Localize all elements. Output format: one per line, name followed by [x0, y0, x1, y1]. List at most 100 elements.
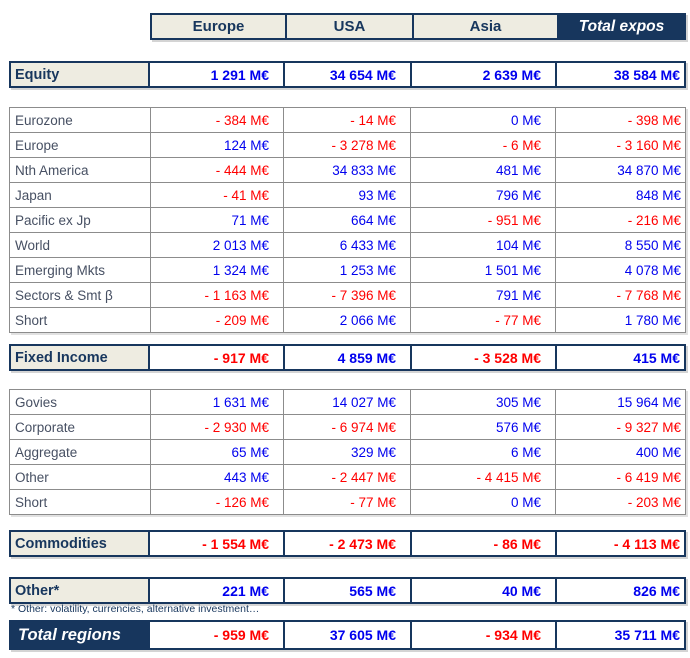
table-row: World 2 013 M€ 6 433 M€ 104 M€ 8 550 M€ [10, 232, 685, 257]
section-row-fixed-income: Fixed Income - 917 M€ 4 859 M€ - 3 528 M€ 41… [9, 344, 686, 371]
row-label: Govies [15, 394, 58, 410]
value-cell-equity-europe: 1 291 M€ [210, 66, 269, 83]
value-cell-asia: 1 501 M€ [410, 258, 555, 282]
section-row-total-regions: Total regions - 959 M€ 37 605 M€ - 934 M€ 35… [9, 620, 686, 650]
value-cell-total: 8 550 M€ [555, 233, 685, 257]
column-header-total: Total expos [557, 15, 684, 38]
value-cell-total: - 9 327 M€ [555, 415, 685, 439]
value-cell-total: 4 078 M€ [555, 258, 685, 282]
row-label: Nth America [15, 162, 89, 178]
value-cell-asia: - 6 M€ [410, 133, 555, 157]
row-label: Eurozone [15, 112, 73, 128]
column-header-row: Europe USA Asia Total expos [150, 13, 686, 40]
value-cell-total-regions-asia: - 934 M€ [410, 622, 555, 648]
value-cell-europe: 71 M€ [150, 208, 283, 232]
row-label: Corporate [15, 419, 76, 435]
row-label: Japan [15, 187, 52, 203]
value-cell-asia: 6 M€ [410, 440, 555, 464]
value-cell-total-regions-total: 35 711 M€ [555, 622, 684, 648]
value-cell-usa: 329 M€ [283, 440, 410, 464]
value-cell-equity-usa: 34 654 M€ [283, 63, 410, 86]
subtable-fixed-income-breakdown: Govies 1 631 M€ 14 027 M€ 305 M€ 15 964 M€ Co… [9, 389, 686, 515]
value-cell-total-regions-europe: - 959 M€ [213, 627, 269, 643]
value-cell-other-asia: 40 M€ [410, 579, 555, 602]
value-cell-fixed-income-total: 415 M€ [555, 346, 684, 369]
column-header-usa: USA [285, 15, 412, 38]
value-cell-usa: - 14 M€ [283, 108, 410, 132]
value-cell-europe: - 444 M€ [150, 158, 283, 182]
value-cell-commodities-total: - 4 113 M€ [555, 532, 684, 555]
value-cell-europe: 65 M€ [150, 440, 283, 464]
value-cell-europe: 124 M€ [150, 133, 283, 157]
section-row-equity: Equity 1 291 M€ 34 654 M€ 2 639 M€ 38 584 M€ [9, 61, 686, 88]
table-row: Short - 126 M€ - 77 M€ 0 M€ - 203 M€ [10, 489, 685, 514]
value-cell-commodities-asia: - 86 M€ [410, 532, 555, 555]
value-cell-commodities-usa: - 2 473 M€ [283, 532, 410, 555]
value-cell-asia: 796 M€ [410, 183, 555, 207]
section-label-commodities: Commodities [11, 532, 150, 555]
value-cell-asia: - 77 M€ [410, 308, 555, 332]
section-row-other: Other* 221 M€ 565 M€ 40 M€ 826 M€ [9, 577, 686, 604]
value-cell-usa: - 7 396 M€ [283, 283, 410, 307]
table-row: Other 443 M€ - 2 447 M€ - 4 415 M€ - 6 419 M… [10, 464, 685, 489]
table-row: Pacific ex Jp 71 M€ 664 M€ - 951 M€ - 216 M€ [10, 207, 685, 232]
value-cell-total-regions-usa: 37 605 M€ [283, 622, 410, 648]
value-cell-total: 1 780 M€ [555, 308, 685, 332]
section-label-other: Other* [11, 579, 150, 602]
value-cell-usa: 664 M€ [283, 208, 410, 232]
section-row-commodities: Commodities - 1 554 M€ - 2 473 M€ - 86 M€ - … [9, 530, 686, 557]
value-cell-usa: 6 433 M€ [283, 233, 410, 257]
table-row: Sectors & Smt β - 1 163 M€ - 7 396 M€ 791 M… [10, 282, 685, 307]
value-cell-europe: - 126 M€ [150, 490, 283, 514]
value-cell-asia: 0 M€ [410, 108, 555, 132]
value-cell-other-total: 826 M€ [555, 579, 684, 602]
table-row: Govies 1 631 M€ 14 027 M€ 305 M€ 15 964 M€ [10, 390, 685, 414]
value-cell-total: - 203 M€ [555, 490, 685, 514]
value-cell-usa: - 3 278 M€ [283, 133, 410, 157]
value-cell-europe: 1 324 M€ [150, 258, 283, 282]
value-cell-asia: 791 M€ [410, 283, 555, 307]
column-header-asia: Asia [412, 15, 557, 38]
value-cell-europe: 1 631 M€ [150, 390, 283, 414]
value-cell-europe: - 2 930 M€ [150, 415, 283, 439]
value-cell-asia: - 4 415 M€ [410, 465, 555, 489]
column-header-europe: Europe [192, 18, 245, 35]
table-row: Eurozone - 384 M€ - 14 M€ 0 M€ - 398 M€ [10, 108, 685, 132]
table-row: Aggregate 65 M€ 329 M€ 6 M€ 400 M€ [10, 439, 685, 464]
value-cell-europe: - 1 163 M€ [150, 283, 283, 307]
value-cell-asia: 305 M€ [410, 390, 555, 414]
table-row: Short - 209 M€ 2 066 M€ - 77 M€ 1 780 M€ [10, 307, 685, 332]
value-cell-usa: 34 833 M€ [283, 158, 410, 182]
row-label: Pacific ex Jp [15, 212, 91, 228]
value-cell-usa: 14 027 M€ [283, 390, 410, 414]
value-cell-total: - 398 M€ [555, 108, 685, 132]
row-label: Emerging Mkts [15, 262, 106, 278]
footnote: * Other: volatility, currencies, alterna… [11, 603, 260, 615]
table-row: Europe 124 M€ - 3 278 M€ - 6 M€ - 3 160 M€ [10, 132, 685, 157]
value-cell-usa: 2 066 M€ [283, 308, 410, 332]
value-cell-europe: 443 M€ [150, 465, 283, 489]
value-cell-fixed-income-usa: 4 859 M€ [283, 346, 410, 369]
value-cell-usa: - 6 974 M€ [283, 415, 410, 439]
value-cell-total: 400 M€ [555, 440, 685, 464]
value-cell-total: - 6 419 M€ [555, 465, 685, 489]
value-cell-asia: 104 M€ [410, 233, 555, 257]
section-label-equity: Equity [11, 63, 150, 86]
value-cell-other-europe: 221 M€ [222, 582, 269, 599]
value-cell-fixed-income-asia: - 3 528 M€ [410, 346, 555, 369]
row-label: Aggregate [15, 444, 78, 460]
value-cell-europe: - 41 M€ [150, 183, 283, 207]
section-label-total-regions: Total regions [11, 622, 150, 648]
value-cell-usa: - 77 M€ [283, 490, 410, 514]
value-cell-asia: 481 M€ [410, 158, 555, 182]
subtable-equity-breakdown: Eurozone - 384 M€ - 14 M€ 0 M€ - 398 M€ Europ… [9, 107, 686, 333]
value-cell-europe: 2 013 M€ [150, 233, 283, 257]
table-row: Corporate - 2 930 M€ - 6 974 M€ 576 M€ - 9 3… [10, 414, 685, 439]
row-label: Short [15, 312, 48, 328]
value-cell-asia: 0 M€ [410, 490, 555, 514]
value-cell-total: - 7 768 M€ [555, 283, 685, 307]
value-cell-commodities-europe: - 1 554 M€ [202, 535, 269, 552]
row-label: Europe [15, 137, 59, 153]
value-cell-usa: 1 253 M€ [283, 258, 410, 282]
